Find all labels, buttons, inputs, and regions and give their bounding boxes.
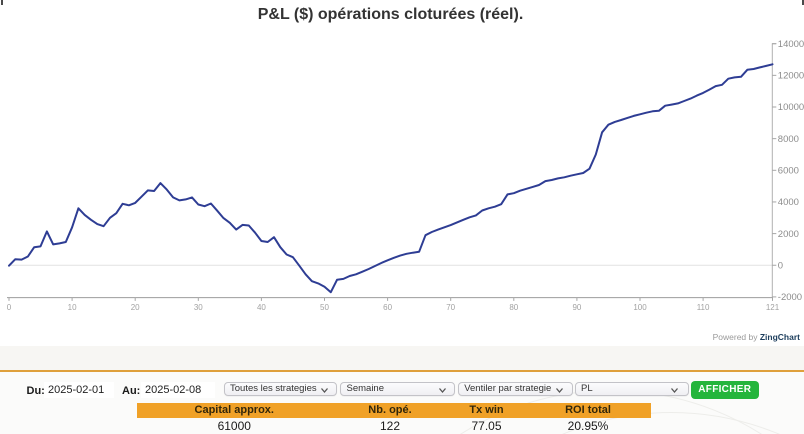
svg-text:14000: 14000 [778, 39, 804, 50]
svg-text:0: 0 [778, 260, 783, 271]
svg-text:6000: 6000 [778, 166, 799, 177]
svg-text:40: 40 [257, 303, 266, 312]
svg-text:100: 100 [633, 303, 647, 312]
svg-text:110: 110 [697, 303, 710, 312]
svg-text:20: 20 [131, 303, 140, 312]
svg-text:2000: 2000 [778, 229, 799, 240]
svg-text:10: 10 [68, 303, 77, 312]
svg-text:121: 121 [766, 303, 780, 312]
svg-text:60: 60 [383, 303, 392, 312]
svg-text:70: 70 [446, 303, 455, 312]
svg-text:30: 30 [194, 303, 203, 312]
svg-text:0: 0 [7, 303, 12, 312]
svg-text:50: 50 [320, 303, 329, 312]
svg-text:4000: 4000 [778, 197, 799, 208]
svg-text:-2000: -2000 [778, 292, 802, 303]
svg-text:12000: 12000 [778, 71, 804, 82]
svg-text:90: 90 [572, 303, 581, 312]
svg-text:10000: 10000 [778, 102, 804, 113]
svg-text:8000: 8000 [778, 134, 799, 145]
svg-text:80: 80 [509, 303, 518, 312]
